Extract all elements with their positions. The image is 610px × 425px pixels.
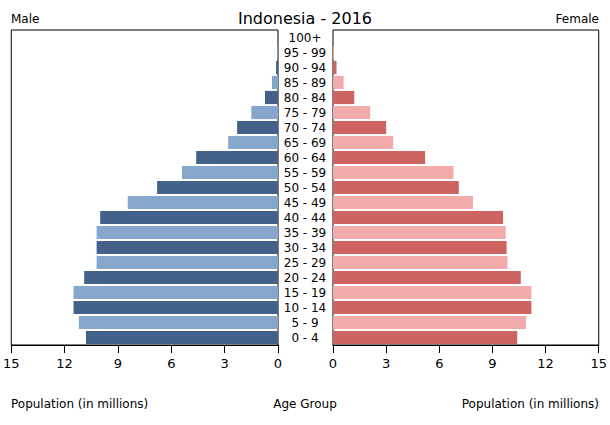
svg-text:60 - 64: 60 - 64 [284, 151, 327, 165]
svg-text:95 - 99: 95 - 99 [284, 46, 327, 60]
svg-text:15: 15 [590, 356, 607, 371]
svg-text:Male: Male [11, 12, 39, 26]
svg-text:Population (in millions): Population (in millions) [462, 397, 599, 411]
svg-text:65 - 69: 65 - 69 [284, 136, 327, 150]
svg-text:12: 12 [537, 356, 554, 371]
svg-text:40 - 44: 40 - 44 [284, 211, 327, 225]
svg-text:90 - 94: 90 - 94 [284, 61, 327, 75]
svg-text:Female: Female [556, 12, 599, 26]
svg-text:55 - 59: 55 - 59 [284, 166, 327, 180]
svg-text:12: 12 [56, 356, 73, 371]
svg-text:0 - 4: 0 - 4 [291, 331, 318, 345]
svg-text:0: 0 [274, 356, 282, 371]
svg-text:30 - 34: 30 - 34 [284, 241, 327, 255]
svg-text:70 - 74: 70 - 74 [284, 121, 327, 135]
svg-text:85 - 89: 85 - 89 [284, 76, 327, 90]
svg-text:15: 15 [3, 356, 20, 371]
svg-text:3: 3 [382, 356, 390, 371]
svg-text:9: 9 [114, 356, 122, 371]
svg-text:80 - 84: 80 - 84 [284, 91, 327, 105]
svg-text:20 - 24: 20 - 24 [284, 271, 327, 285]
svg-text:5 - 9: 5 - 9 [291, 316, 318, 330]
svg-text:6: 6 [167, 356, 175, 371]
svg-text:100+: 100+ [289, 31, 322, 45]
svg-text:Indonesia - 2016: Indonesia - 2016 [238, 9, 372, 28]
svg-text:Age Group: Age Group [273, 397, 337, 411]
svg-text:9: 9 [488, 356, 496, 371]
svg-text:Population (in millions): Population (in millions) [11, 397, 148, 411]
svg-text:15 - 19: 15 - 19 [284, 286, 327, 300]
svg-text:25 - 29: 25 - 29 [284, 256, 327, 270]
svg-text:50 - 54: 50 - 54 [284, 181, 327, 195]
svg-text:10 - 14: 10 - 14 [284, 301, 327, 315]
svg-text:75 - 79: 75 - 79 [284, 106, 327, 120]
svg-text:6: 6 [435, 356, 443, 371]
svg-text:45 - 49: 45 - 49 [284, 196, 327, 210]
svg-text:3: 3 [221, 356, 229, 371]
svg-text:0: 0 [329, 356, 337, 371]
svg-text:35 - 39: 35 - 39 [284, 226, 327, 240]
